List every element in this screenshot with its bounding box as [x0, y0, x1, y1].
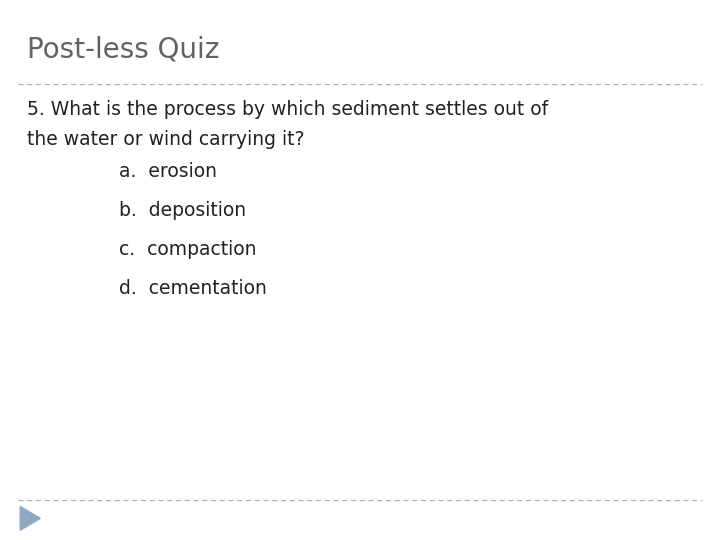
Text: b.  deposition: b. deposition — [119, 201, 246, 220]
Text: 5. What is the process by which sediment settles out of: 5. What is the process by which sediment… — [27, 100, 549, 119]
Text: the water or wind carrying it?: the water or wind carrying it? — [27, 130, 305, 148]
Text: a.  erosion: a. erosion — [119, 162, 217, 181]
Text: c.  compaction: c. compaction — [119, 240, 256, 259]
Text: Post-less Quiz: Post-less Quiz — [27, 35, 220, 63]
Polygon shape — [20, 507, 40, 530]
Text: d.  cementation: d. cementation — [119, 279, 266, 298]
